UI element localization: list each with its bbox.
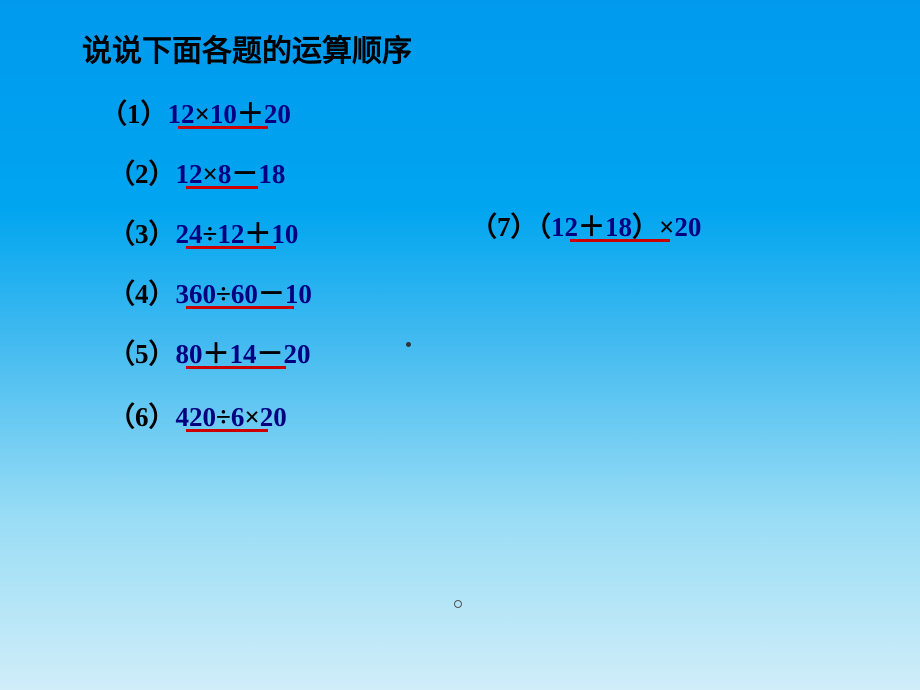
- operator: －: [257, 339, 284, 369]
- operator: ×: [659, 212, 674, 242]
- first-step-underline: [186, 186, 258, 189]
- number: 6: [231, 402, 245, 432]
- first-step-underline: [186, 429, 268, 432]
- problem-number-label: （6）: [108, 402, 176, 432]
- problem-number-label: （5）: [108, 339, 176, 369]
- problem-number-label: （2）: [108, 159, 176, 189]
- number: 18: [258, 159, 285, 189]
- number: 24: [176, 219, 203, 249]
- number: 80: [176, 339, 203, 369]
- operator: ＋: [244, 219, 271, 249]
- number: 20: [264, 99, 291, 129]
- decorative-hollow-dot: [454, 600, 462, 608]
- number: 10: [271, 219, 298, 249]
- number: 12: [176, 159, 203, 189]
- operator: ＋: [237, 99, 264, 129]
- first-step-underline: [186, 306, 294, 309]
- number: 20: [674, 212, 701, 242]
- operator: ÷: [216, 402, 231, 432]
- page-title: 说说下面各题的运算顺序: [82, 26, 412, 70]
- number: 12: [551, 212, 578, 242]
- number: 20: [284, 339, 311, 369]
- operator: ÷: [216, 279, 231, 309]
- operator: ×: [244, 402, 259, 432]
- first-step-underline: [178, 126, 268, 129]
- number: 360: [176, 279, 217, 309]
- operator: －: [231, 159, 258, 189]
- number: 8: [218, 159, 232, 189]
- problem-number-label: （7）: [470, 212, 538, 242]
- operator: ）: [632, 212, 659, 242]
- problem-number-label: （4）: [108, 279, 176, 309]
- number: 60: [231, 279, 258, 309]
- number: 10: [285, 279, 312, 309]
- first-step-underline: [186, 246, 276, 249]
- problem-number-label: （1）: [100, 99, 168, 129]
- operator: ×: [203, 159, 218, 189]
- number: 18: [605, 212, 632, 242]
- number: 14: [230, 339, 257, 369]
- operator: （: [538, 212, 552, 242]
- operator: ＋: [203, 339, 230, 369]
- operator: ÷: [203, 219, 218, 249]
- decorative-dot: [406, 342, 411, 347]
- problem-number-label: （3）: [108, 219, 176, 249]
- number: 12: [168, 99, 195, 129]
- number: 20: [260, 402, 287, 432]
- operator: ＋: [578, 212, 605, 242]
- operator: －: [258, 279, 285, 309]
- number: 420: [176, 402, 217, 432]
- number: 12: [217, 219, 244, 249]
- operator: ×: [195, 99, 210, 129]
- first-step-underline: [570, 239, 670, 242]
- first-step-underline: [186, 366, 286, 369]
- number: 10: [210, 99, 237, 129]
